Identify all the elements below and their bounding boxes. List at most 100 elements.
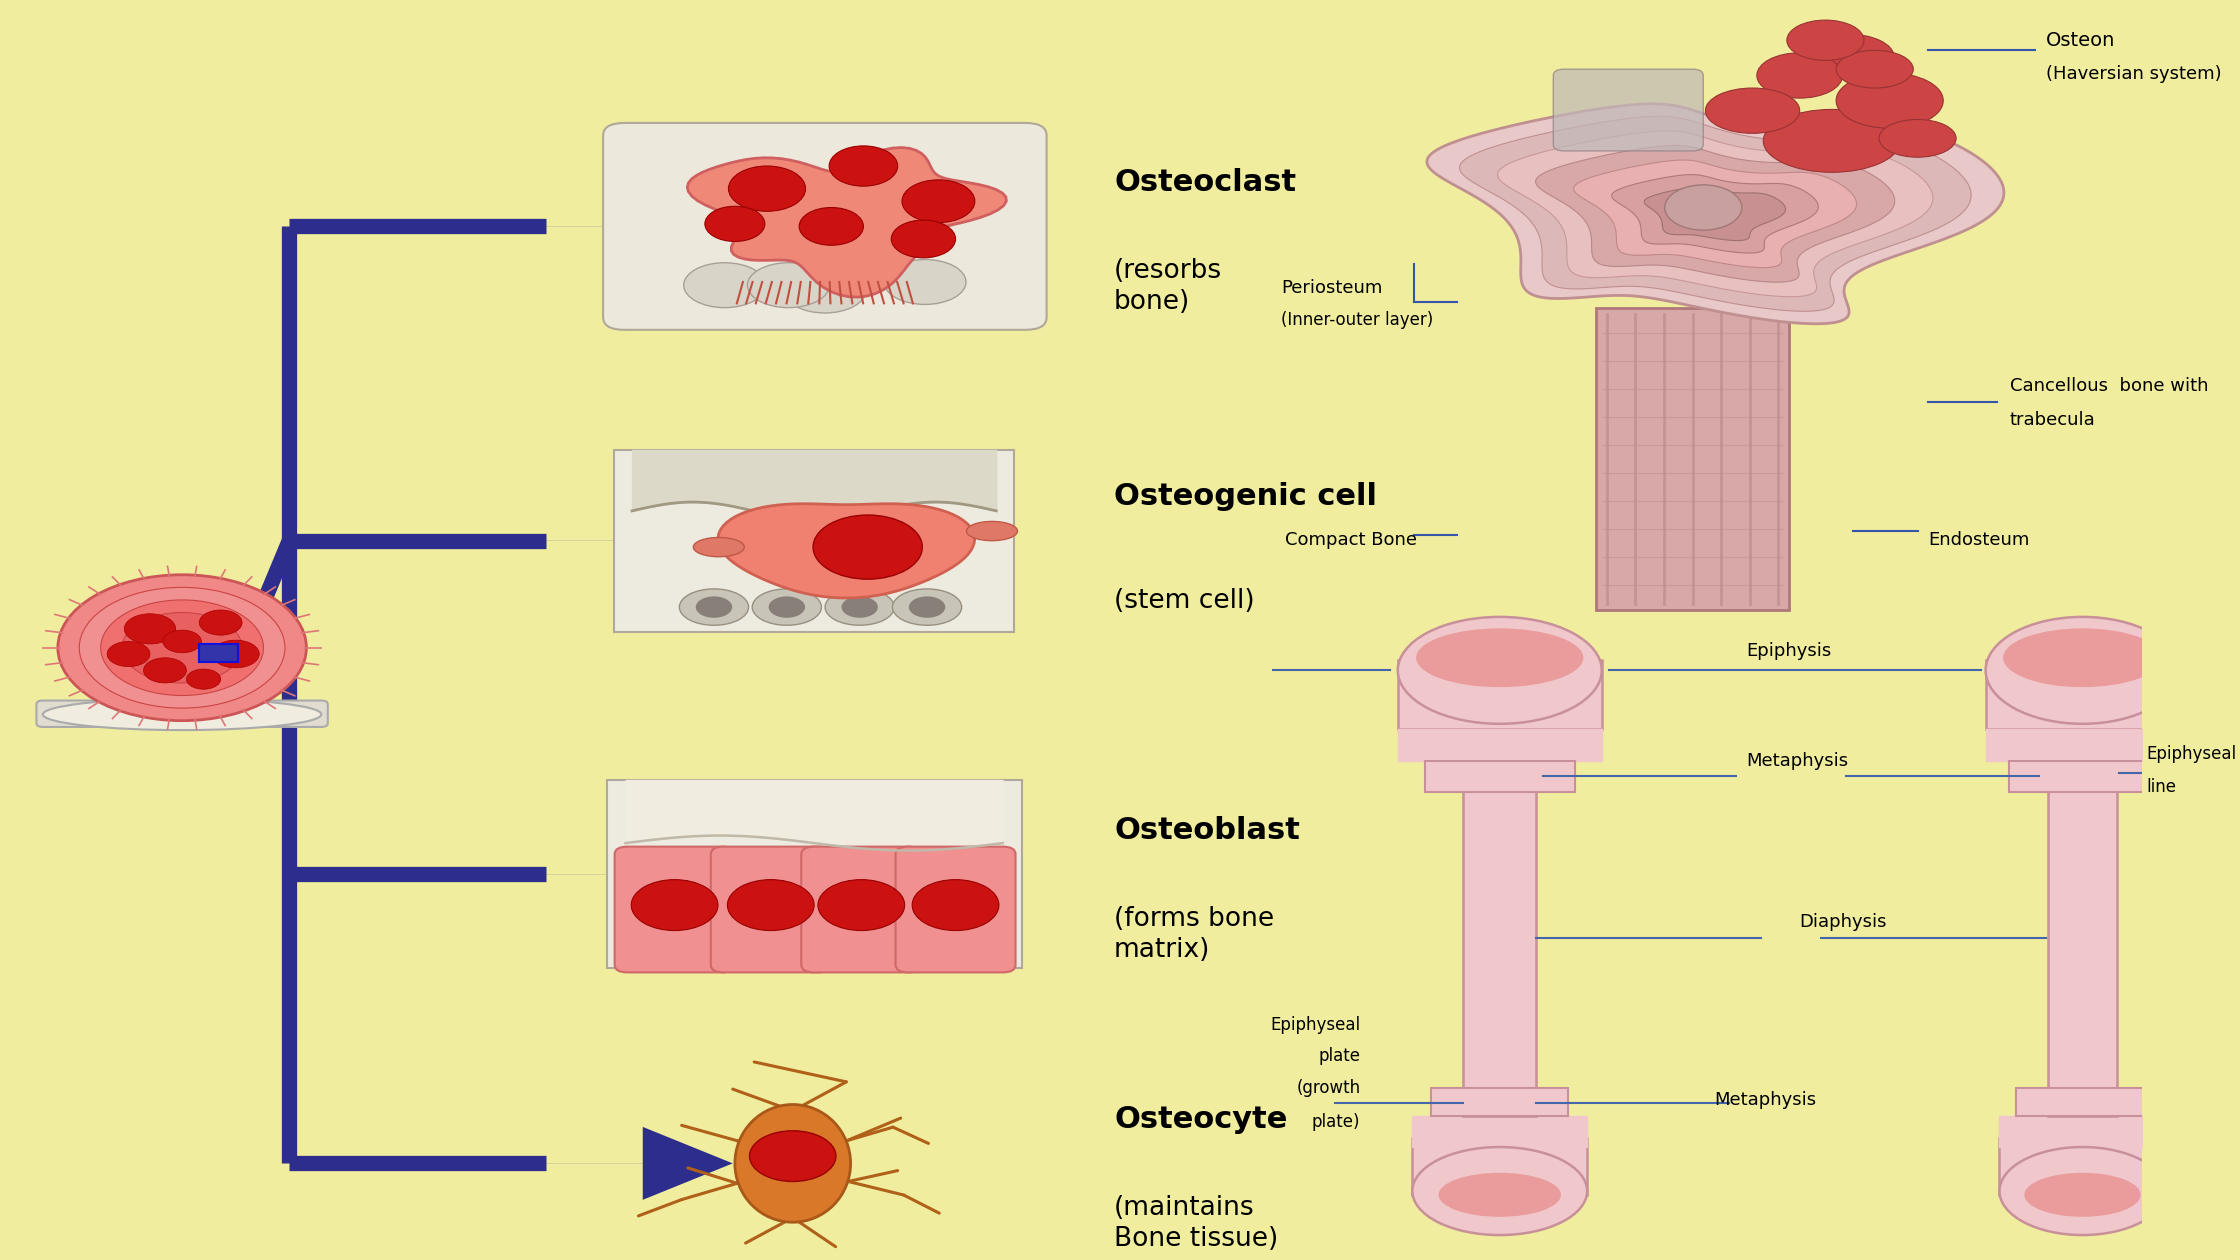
- Circle shape: [143, 658, 186, 683]
- Circle shape: [164, 630, 202, 653]
- Polygon shape: [719, 504, 974, 598]
- Text: Osteoblast: Osteoblast: [1113, 815, 1299, 844]
- Ellipse shape: [1398, 617, 1602, 723]
- Polygon shape: [1537, 145, 1895, 282]
- Text: trabecula: trabecula: [2009, 411, 2094, 430]
- Ellipse shape: [43, 698, 320, 730]
- FancyBboxPatch shape: [1597, 309, 1790, 610]
- FancyBboxPatch shape: [603, 123, 1046, 330]
- Ellipse shape: [2000, 1147, 2166, 1235]
- Circle shape: [108, 641, 150, 667]
- Ellipse shape: [1837, 73, 1944, 129]
- Circle shape: [123, 614, 175, 644]
- FancyBboxPatch shape: [36, 701, 327, 727]
- Text: plate): plate): [1313, 1113, 1360, 1130]
- Text: Epiphyseal: Epiphyseal: [1270, 1016, 1360, 1033]
- Circle shape: [768, 596, 804, 617]
- FancyBboxPatch shape: [2016, 1087, 2148, 1115]
- Text: Osteogenic cell: Osteogenic cell: [1113, 483, 1378, 512]
- Ellipse shape: [1799, 34, 1895, 79]
- Circle shape: [101, 600, 264, 696]
- FancyBboxPatch shape: [1431, 1087, 1568, 1115]
- FancyBboxPatch shape: [1552, 69, 1702, 151]
- Circle shape: [912, 879, 999, 931]
- Circle shape: [186, 669, 222, 689]
- Ellipse shape: [1837, 50, 1913, 88]
- FancyBboxPatch shape: [802, 847, 921, 973]
- Circle shape: [909, 596, 945, 617]
- Text: plate: plate: [1319, 1047, 1360, 1065]
- Ellipse shape: [824, 588, 894, 625]
- Circle shape: [78, 587, 284, 708]
- Polygon shape: [1427, 103, 2005, 324]
- Circle shape: [800, 208, 862, 246]
- Circle shape: [632, 879, 719, 931]
- Ellipse shape: [679, 588, 748, 625]
- Text: Epiphysis: Epiphysis: [1747, 643, 1832, 660]
- Text: (stem cell): (stem cell): [1113, 588, 1254, 614]
- Ellipse shape: [1416, 629, 1584, 687]
- Circle shape: [903, 180, 974, 223]
- Ellipse shape: [694, 538, 744, 557]
- Text: (Inner-outer layer): (Inner-outer layer): [1281, 311, 1434, 329]
- FancyBboxPatch shape: [614, 847, 735, 973]
- Circle shape: [697, 596, 732, 617]
- Text: (resorbs
bone): (resorbs bone): [1113, 258, 1223, 315]
- Text: Endosteum: Endosteum: [1929, 530, 2029, 549]
- Ellipse shape: [2025, 1173, 2141, 1217]
- Circle shape: [829, 146, 898, 186]
- Polygon shape: [1611, 175, 1819, 253]
- FancyBboxPatch shape: [607, 780, 1021, 968]
- Circle shape: [1664, 185, 1743, 231]
- FancyBboxPatch shape: [1985, 660, 2180, 730]
- FancyBboxPatch shape: [2000, 1138, 2166, 1194]
- Text: Metaphysis: Metaphysis: [1747, 752, 1848, 770]
- Ellipse shape: [965, 522, 1017, 541]
- Ellipse shape: [784, 268, 867, 312]
- FancyArrow shape: [542, 838, 732, 911]
- Circle shape: [728, 166, 806, 212]
- FancyBboxPatch shape: [710, 847, 831, 973]
- Text: (maintains
Bone tissue): (maintains Bone tissue): [1113, 1196, 1279, 1252]
- Circle shape: [842, 596, 878, 617]
- Text: Cancellous  bone with: Cancellous bone with: [2009, 377, 2209, 396]
- Circle shape: [199, 610, 242, 635]
- Text: Metaphysis: Metaphysis: [1714, 1091, 1817, 1109]
- Circle shape: [213, 640, 260, 668]
- Polygon shape: [1644, 186, 1785, 241]
- Ellipse shape: [892, 588, 961, 625]
- Ellipse shape: [753, 588, 822, 625]
- Text: (growth: (growth: [1297, 1079, 1360, 1096]
- Circle shape: [706, 207, 764, 242]
- Text: Diaphysis: Diaphysis: [1799, 912, 1886, 931]
- Circle shape: [818, 879, 905, 931]
- FancyBboxPatch shape: [1463, 761, 1537, 1115]
- FancyArrow shape: [542, 1126, 732, 1200]
- Text: (forms bone
matrix): (forms bone matrix): [1113, 906, 1275, 963]
- Ellipse shape: [1413, 1147, 1588, 1235]
- Ellipse shape: [683, 263, 766, 307]
- Circle shape: [123, 612, 242, 683]
- FancyBboxPatch shape: [896, 847, 1015, 973]
- FancyBboxPatch shape: [2009, 761, 2155, 793]
- Text: Periosteum: Periosteum: [1281, 280, 1382, 297]
- Ellipse shape: [1705, 88, 1799, 134]
- Text: Osteon: Osteon: [2045, 32, 2115, 50]
- FancyBboxPatch shape: [1413, 1138, 1588, 1194]
- Ellipse shape: [885, 260, 965, 305]
- FancyArrow shape: [542, 190, 732, 263]
- FancyBboxPatch shape: [614, 450, 1015, 631]
- Circle shape: [58, 575, 307, 721]
- Ellipse shape: [1985, 617, 2180, 723]
- Text: (Haversian system): (Haversian system): [2045, 66, 2222, 83]
- Polygon shape: [1575, 160, 1857, 267]
- Ellipse shape: [1756, 53, 1844, 98]
- Text: line: line: [2146, 779, 2177, 796]
- Text: Compact Bone: Compact Bone: [1286, 530, 1418, 549]
- Ellipse shape: [1763, 110, 1900, 173]
- Polygon shape: [1460, 116, 1971, 311]
- Ellipse shape: [1879, 120, 1956, 158]
- Text: Osteocyte: Osteocyte: [1113, 1105, 1288, 1134]
- Ellipse shape: [2003, 629, 2162, 687]
- Ellipse shape: [1438, 1173, 1561, 1217]
